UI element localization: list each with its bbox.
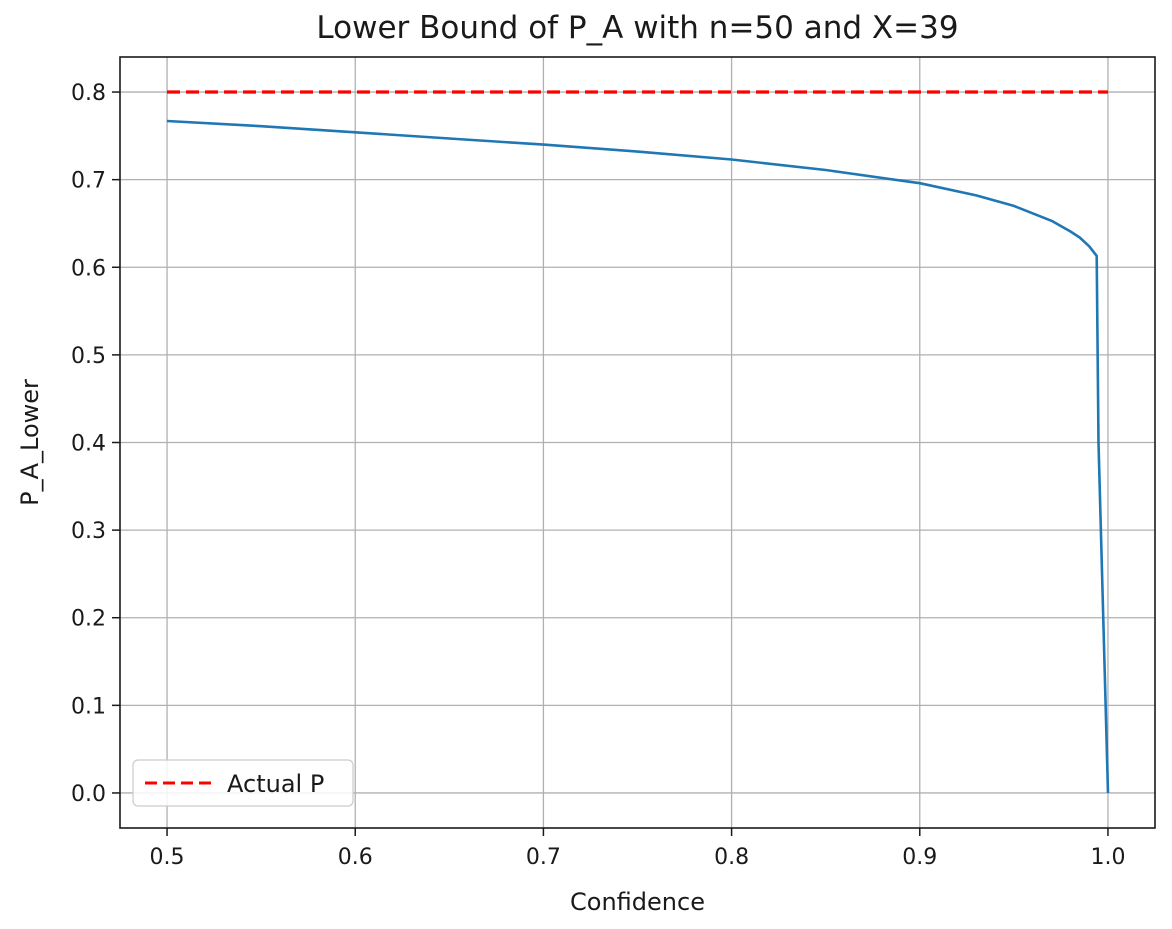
y-tick-label: 0.4 xyxy=(71,432,106,457)
y-tick-label: 0.2 xyxy=(71,607,106,632)
y-tick-label: 0.1 xyxy=(71,694,106,719)
grid xyxy=(120,57,1155,828)
x-tick-label: 1.0 xyxy=(1090,845,1125,870)
x-axis-ticks: 0.5 0.6 0.7 0.8 0.9 1.0 xyxy=(150,828,1125,870)
series-layer xyxy=(166,90,1110,794)
y-axis-label: P_A_Lower xyxy=(16,379,44,506)
plot-frame xyxy=(119,56,1156,829)
chart-title: Lower Bound of P_A with n=50 and X=39 xyxy=(316,10,958,46)
x-axis-label: Confidence xyxy=(570,888,705,916)
y-tick-label: 0.5 xyxy=(71,344,106,369)
y-tick-label: 0.6 xyxy=(71,256,106,281)
y-tick-label: 0.0 xyxy=(71,782,106,807)
series-line-p-a-lower xyxy=(166,119,1110,794)
x-tick-label: 0.5 xyxy=(150,845,185,870)
x-tick-label: 0.9 xyxy=(902,845,937,870)
y-axis-ticks: 0.0 0.1 0.2 0.3 0.4 0.5 0.6 0.7 0.8 xyxy=(71,81,120,807)
x-tick-label: 0.6 xyxy=(338,845,373,870)
y-tick-label: 0.8 xyxy=(71,81,106,106)
legend-label-actual-p: Actual P xyxy=(227,770,324,798)
x-tick-label: 0.8 xyxy=(714,845,749,870)
legend-box xyxy=(132,759,354,807)
x-tick-label: 0.7 xyxy=(526,845,561,870)
y-tick-label: 0.7 xyxy=(71,169,106,194)
y-tick-label: 0.3 xyxy=(71,519,106,544)
legend: Actual P xyxy=(132,759,354,807)
